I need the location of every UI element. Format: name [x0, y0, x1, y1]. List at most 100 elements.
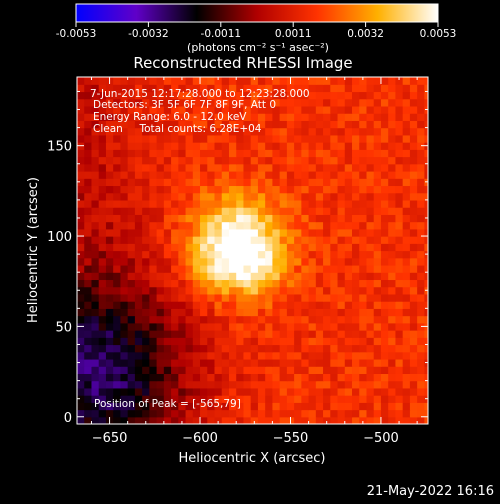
heatmap-cell: [91, 134, 100, 143]
heatmap-cell: [221, 98, 230, 107]
heatmap-cell: [352, 308, 360, 317]
heatmap-cell: [120, 236, 129, 244]
heatmap-cell: [178, 264, 187, 273]
heatmap-cell: [294, 120, 302, 129]
heatmap-cell: [98, 207, 107, 215]
heatmap-cell: [200, 91, 208, 100]
heatmap-cell: [352, 286, 360, 295]
heatmap-cell: [142, 228, 150, 237]
heatmap-cell: [214, 170, 223, 179]
heatmap-cell: [315, 330, 324, 338]
heatmap-cell: [127, 91, 136, 100]
heatmap-cell: [105, 91, 114, 100]
heatmap-cell: [323, 170, 331, 179]
heatmap-cell: [185, 395, 194, 403]
heatmap-cell: [214, 113, 223, 121]
heatmap-cell: [243, 286, 252, 295]
heatmap-cell: [178, 170, 187, 179]
heatmap-cell: [171, 127, 179, 136]
heatmap-cell: [236, 315, 245, 324]
heatmap-cell: [214, 228, 223, 237]
heatmap-cell: [417, 113, 425, 121]
heatmap-cell: [185, 134, 194, 143]
heatmap-cell: [424, 416, 428, 424]
heatmap-cell: [279, 315, 288, 324]
heatmap-cell: [337, 344, 346, 353]
heatmap-cell: [417, 409, 425, 418]
heatmap-cell: [344, 149, 353, 158]
heatmap-cell: [257, 337, 266, 346]
heatmap-cell: [301, 127, 310, 136]
heatmap-cell: [149, 322, 158, 331]
heatmap-cell: [120, 257, 129, 266]
heatmap-cell: [134, 272, 143, 281]
heatmap-cell: [380, 178, 389, 187]
heatmap-cell: [301, 402, 310, 411]
heatmap-cell: [272, 264, 281, 273]
heatmap-cell: [315, 293, 324, 302]
heatmap-cell: [163, 279, 172, 288]
heatmap-cell: [120, 373, 129, 382]
heatmap-cell: [424, 351, 428, 360]
heatmap-cell: [279, 84, 288, 93]
heatmap-cell: [388, 98, 397, 107]
heatmap-cell: [243, 134, 252, 143]
heatmap-cell: [265, 178, 274, 187]
heatmap-cell: [272, 113, 281, 121]
heatmap-cell: [250, 387, 259, 396]
heatmap-cell: [221, 105, 230, 114]
heatmap-cell: [366, 322, 375, 331]
heatmap-cell: [272, 358, 281, 367]
heatmap-cell: [330, 402, 339, 411]
heatmap-cell: [388, 236, 397, 244]
heatmap-cell: [330, 243, 339, 252]
heatmap-cell: [156, 221, 165, 230]
heatmap-cell: [352, 257, 360, 266]
heatmap-cell: [207, 286, 216, 295]
heatmap-cell: [366, 91, 375, 100]
heatmap-cell: [380, 373, 389, 382]
heatmap-cell: [373, 178, 382, 187]
heatmap-cell: [91, 395, 100, 403]
heatmap-cell: [113, 264, 122, 273]
heatmap-cell: [149, 91, 158, 100]
heatmap-cell: [265, 315, 274, 324]
heatmap-cell: [250, 207, 259, 215]
heatmap-cell: [359, 207, 368, 215]
heatmap-cell: [98, 163, 107, 172]
heatmap-cell: [279, 77, 288, 85]
heatmap-cell: [395, 402, 404, 411]
heatmap-cell: [77, 308, 85, 317]
heatmap-cell: [134, 279, 143, 288]
heatmap-cell: [134, 373, 143, 382]
heatmap-cell: [330, 120, 339, 129]
heatmap-cell: [105, 250, 114, 259]
heatmap-cell: [409, 91, 418, 100]
heatmap-cell: [380, 272, 389, 281]
heatmap-cell: [142, 192, 150, 201]
heatmap-cell: [279, 221, 288, 230]
annotation-detectors: Detectors: 3F 5F 6F 7F 8F 9F, Att 0: [93, 99, 276, 111]
heatmap-cell: [243, 279, 252, 288]
heatmap-cell: [402, 214, 411, 223]
heatmap-cell: [250, 315, 259, 324]
heatmap-cell: [243, 170, 252, 179]
heatmap-cell: [402, 178, 411, 187]
heatmap-cell: [344, 250, 353, 259]
heatmap-cell: [286, 351, 295, 360]
heatmap-cell: [142, 127, 150, 136]
heatmap-cell: [221, 149, 230, 158]
heatmap-cell: [359, 105, 368, 114]
heatmap-cell: [301, 192, 310, 201]
heatmap-cell: [402, 409, 411, 418]
heatmap-cell: [98, 192, 107, 201]
heatmap-cell: [257, 214, 266, 223]
heatmap-cell: [77, 416, 85, 424]
heatmap-cell: [149, 207, 158, 215]
heatmap-cell: [424, 308, 428, 317]
heatmap-cell: [272, 207, 281, 215]
heatmap-cell: [142, 402, 150, 411]
heatmap-cell: [373, 264, 382, 273]
heatmap-cell: [308, 286, 317, 295]
heatmap-cell: [272, 149, 281, 158]
